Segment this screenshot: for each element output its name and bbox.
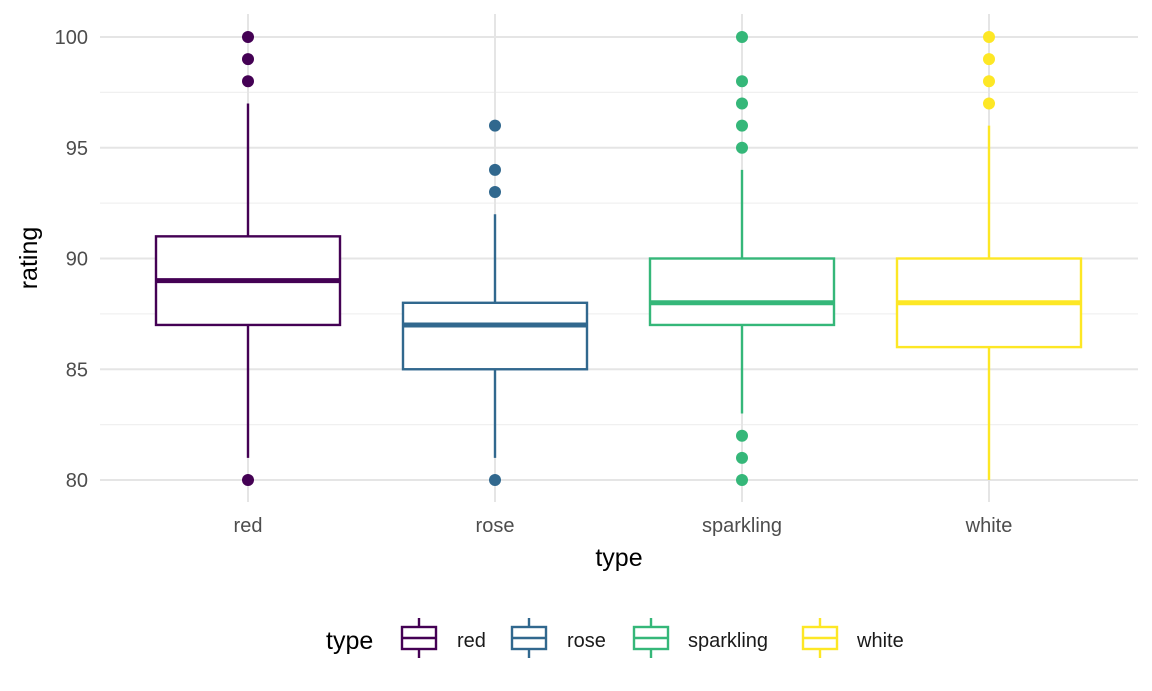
outlier-point <box>736 474 748 486</box>
y-tick-label: 85 <box>66 359 88 381</box>
box-iqr <box>648 257 836 327</box>
y-axis-title: rating <box>15 227 43 290</box>
x-axis-title: type <box>595 544 642 572</box>
y-tick-label: 100 <box>55 27 88 49</box>
outlier-point <box>242 75 254 88</box>
outlier-point <box>736 429 748 442</box>
outlier-point <box>983 53 995 66</box>
x-tick-label: rose <box>476 515 515 537</box>
outlier-point <box>736 119 748 132</box>
legend: type red rose sparkling white <box>326 618 904 658</box>
x-tick-label: red <box>234 515 263 537</box>
legend-title: type <box>326 627 373 655</box>
y-tick-label: 80 <box>66 470 88 492</box>
outlier-point <box>489 474 501 486</box>
outlier-point <box>242 474 254 486</box>
legend-item-red: red <box>400 618 486 658</box>
x-tick-label: sparkling <box>702 515 782 537</box>
outlier-point <box>242 31 254 43</box>
outlier-point <box>736 141 748 154</box>
outlier-point <box>489 186 501 199</box>
y-tick-label: 95 <box>66 138 88 160</box>
legend-item-white: white <box>801 618 904 658</box>
legend-item-rose: rose <box>510 618 606 658</box>
outlier-point <box>736 97 748 110</box>
outlier-point <box>983 75 995 88</box>
legend-item-sparkling: sparkling <box>632 618 768 658</box>
legend-label: sparkling <box>688 630 768 652</box>
box-red <box>154 31 342 486</box>
legend-label: rose <box>567 630 606 652</box>
outlier-point <box>983 31 995 43</box>
outlier-point <box>983 97 995 110</box>
x-axis-ticks: red rose sparkling white <box>234 515 1013 537</box>
outlier-point <box>489 119 501 132</box>
box-white <box>895 31 1083 480</box>
box-series <box>154 31 1083 486</box>
outlier-point <box>489 163 501 176</box>
legend-label: red <box>457 630 486 652</box>
x-tick-label: white <box>965 515 1013 537</box>
legend-label: white <box>856 630 904 652</box>
box-rose <box>401 119 589 486</box>
box-iqr <box>401 301 589 371</box>
y-tick-label: 90 <box>66 249 88 271</box>
outlier-point <box>736 75 748 88</box>
outlier-point <box>736 31 748 43</box>
outlier-point <box>736 451 748 464</box>
box-sparkling <box>648 31 836 486</box>
y-axis-ticks: 80 85 90 95 100 <box>55 27 88 492</box>
outlier-point <box>242 53 254 66</box>
